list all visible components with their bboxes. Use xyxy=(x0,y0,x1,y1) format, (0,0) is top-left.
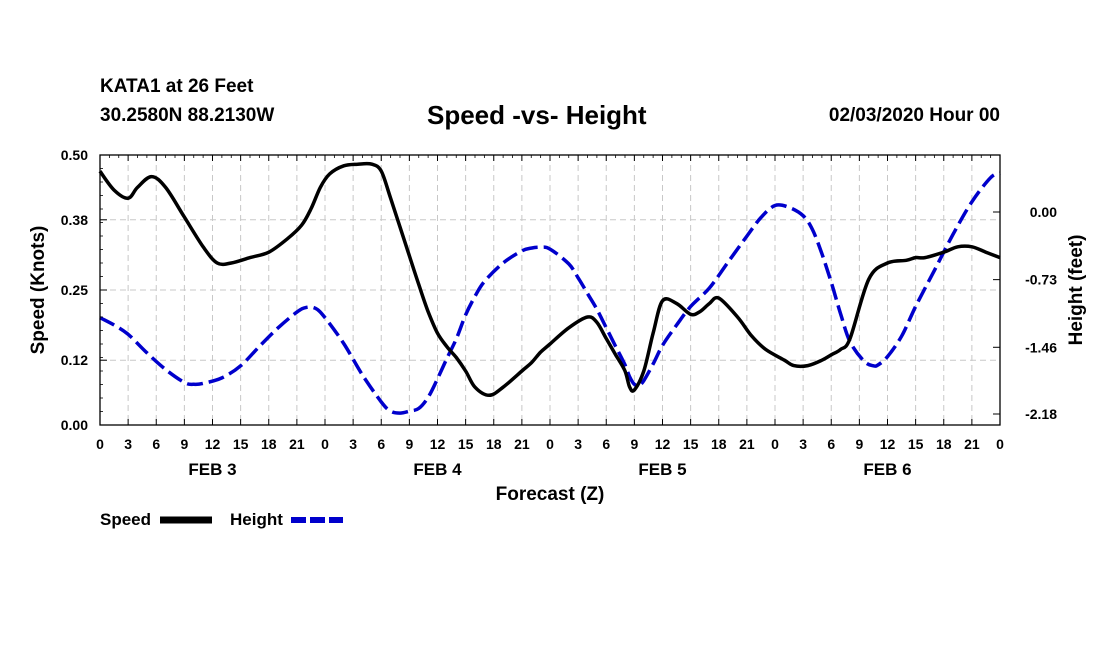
y-tick-label-right: -1.46 xyxy=(1025,339,1057,355)
x-tick-label: 18 xyxy=(261,436,277,452)
x-tick-label: 9 xyxy=(630,436,638,452)
day-label: FEB 6 xyxy=(863,460,911,479)
coordinates-label: 30.2580N 88.2130W xyxy=(100,105,275,126)
x-tick-label: 0 xyxy=(996,436,1004,452)
series-line-speed xyxy=(98,161,1001,398)
x-tick-label: 12 xyxy=(655,436,671,452)
x-tick-label: 15 xyxy=(458,436,474,452)
series-line-height xyxy=(99,171,1001,415)
x-tick-label: 3 xyxy=(574,436,582,452)
day-label: FEB 4 xyxy=(413,460,462,479)
legend: Speed Height xyxy=(100,510,343,529)
x-tick-label: 18 xyxy=(711,436,727,452)
x-tick-label: 6 xyxy=(827,436,835,452)
y-tick-label-right: 0.00 xyxy=(1030,204,1057,220)
x-tick-label: 12 xyxy=(880,436,896,452)
x-tick-label: 3 xyxy=(799,436,807,452)
x-tick-label: 0 xyxy=(771,436,779,452)
x-tick-label: 21 xyxy=(739,436,755,452)
y-tick-label-left: 0.38 xyxy=(61,212,88,228)
x-tick-label: 6 xyxy=(377,436,385,452)
x-tick-label: 15 xyxy=(683,436,699,452)
x-tick-label: 9 xyxy=(405,436,413,452)
x-tick-label: 21 xyxy=(514,436,530,452)
x-tick-label: 0 xyxy=(321,436,329,452)
x-tick-label: 9 xyxy=(855,436,863,452)
x-tick-label: 6 xyxy=(152,436,160,452)
y-tick-label-left: 0.00 xyxy=(61,417,88,433)
chart-title: Speed -vs- Height xyxy=(427,100,647,130)
y-axis-title-left: Speed (Knots) xyxy=(28,226,49,355)
grid xyxy=(100,155,1000,425)
x-tick-label: 21 xyxy=(964,436,980,452)
y-tick-label-left: 0.50 xyxy=(61,147,88,163)
x-tick-label: 0 xyxy=(546,436,554,452)
x-tick-label: 3 xyxy=(124,436,132,452)
y-axis-title-right: Height (feet) xyxy=(1066,235,1087,346)
x-tick-label: 18 xyxy=(486,436,502,452)
x-tick-label: 9 xyxy=(180,436,188,452)
x-tick-label: 12 xyxy=(205,436,221,452)
x-axis-title: Forecast (Z) xyxy=(496,484,605,505)
y-tick-label-left: 0.25 xyxy=(61,282,88,298)
forecast-datetime: 02/03/2020 Hour 00 xyxy=(828,105,1000,126)
day-label: FEB 5 xyxy=(638,460,686,479)
y-tick-label-right: -0.73 xyxy=(1025,272,1057,288)
y-tick-label-left: 0.12 xyxy=(61,352,88,368)
station-label: KATA1 at 26 Feet xyxy=(100,76,254,97)
legend-label-speed: Speed xyxy=(100,510,151,529)
x-tick-label: 0 xyxy=(96,436,104,452)
x-tick-label: 12 xyxy=(430,436,446,452)
x-tick-label: 21 xyxy=(289,436,305,452)
axis-labels: 0 3 6 9 12 15 18 21 0 3 6 9 12 15 18 21 0 3 6 9 12 15 18 21 0 3 6 9… xyxy=(61,147,1057,479)
series-lines xyxy=(98,161,1001,415)
legend-label-height: Height xyxy=(230,510,283,529)
axis-ticks xyxy=(99,154,1001,426)
x-tick-label: 15 xyxy=(233,436,249,452)
x-tick-label: 6 xyxy=(602,436,610,452)
x-tick-label: 18 xyxy=(936,436,952,452)
day-label: FEB 3 xyxy=(188,460,236,479)
y-tick-label-right: -2.18 xyxy=(1025,406,1057,422)
x-tick-label: 3 xyxy=(349,436,357,452)
x-tick-label: 15 xyxy=(908,436,924,452)
